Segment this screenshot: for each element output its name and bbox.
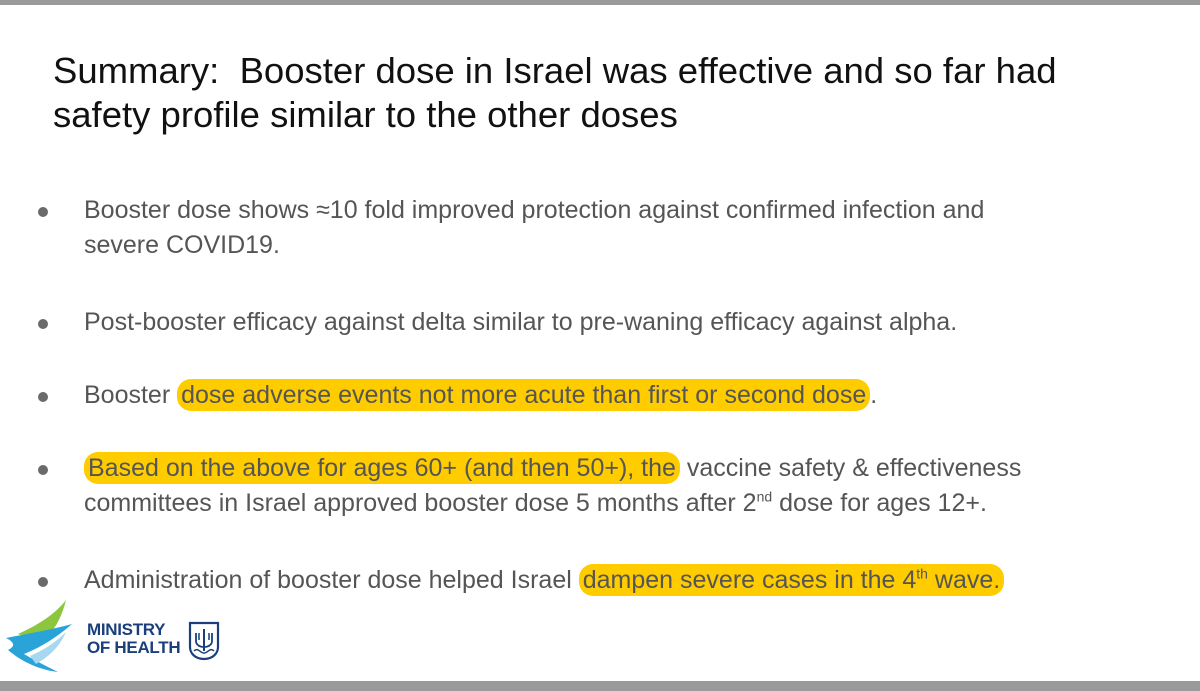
title-line-1: Summary: Booster dose in Israel was effe… <box>53 50 1057 91</box>
top-rule <box>0 0 1200 5</box>
bullet-dot <box>38 207 48 217</box>
ministry-of-health-logo-mark <box>6 600 72 672</box>
state-emblem-icon <box>188 621 220 661</box>
bullet-1-line-1: Booster dose shows ≈10 fold improved pro… <box>84 196 985 224</box>
logo-line-2: OF HEALTH <box>87 638 181 657</box>
bullet-5-highlight-post: wave. <box>927 566 1001 594</box>
bottom-rule <box>0 681 1200 691</box>
bullet-3-post: . <box>870 381 878 409</box>
bullet-4-highlight: Based on the above for ages 60+ (and the… <box>84 452 680 484</box>
bullet-1-line-2: severe COVID19. <box>84 231 280 259</box>
bullet-4-post: vaccine safety & effectiveness <box>679 454 1022 482</box>
bullet-2-text: Post-booster efficacy against delta simi… <box>84 308 958 336</box>
bullet-4-line-2-post: dose for ages 12+. <box>772 489 987 517</box>
bullet-4-sup: nd <box>756 488 773 505</box>
bullet-4-line-2-pre: committees in Israel approved booster do… <box>84 489 757 517</box>
logo-line-1: MINISTRY <box>87 620 166 639</box>
bullet-3-pre: Booster <box>84 381 178 409</box>
bullet-dot <box>38 465 48 475</box>
title-line-2: safety profile similar to the other dose… <box>53 94 678 135</box>
bullet-dot <box>38 392 48 402</box>
bullet-dot <box>38 577 48 587</box>
bullet-5-highlight: dampen severe cases in the 4th wave. <box>578 564 1005 596</box>
slide-title: Summary: Booster dose in Israel was effe… <box>53 49 1173 137</box>
bullet-5-pre: Administration of booster dose helped Is… <box>84 566 579 594</box>
bullet-text-4: Based on the above for ages 60+ (and the… <box>84 451 1174 521</box>
bullet-5-sup: th <box>916 565 928 582</box>
logo-swoosh-cyan <box>6 624 72 672</box>
bullet-text-2: Post-booster efficacy against delta simi… <box>84 305 1174 340</box>
bullet-5-highlight-pre: dampen severe cases in the 4 <box>582 566 917 594</box>
bullet-text-3: Booster dose adverse events not more acu… <box>84 378 1174 413</box>
logo-wordmark: MINISTRY OF HEALTH <box>87 620 181 657</box>
bullet-text-1: Booster dose shows ≈10 fold improved pro… <box>84 193 1174 263</box>
logo-swoosh-light <box>30 632 66 664</box>
bullet-3-highlight: dose adverse events not more acute than … <box>177 379 871 411</box>
bullet-dot <box>38 319 48 329</box>
bullet-text-5: Administration of booster dose helped Is… <box>84 563 1174 598</box>
